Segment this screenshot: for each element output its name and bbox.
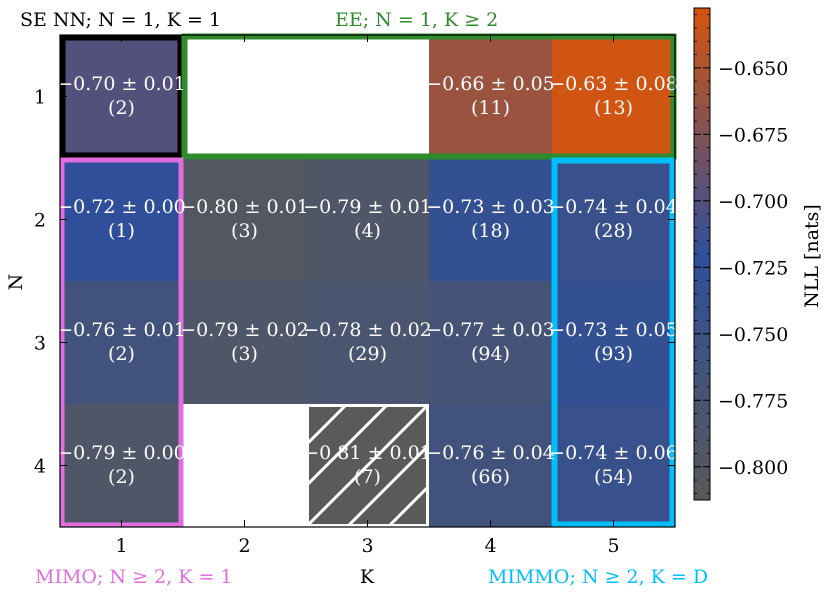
cell-value-label: −0.70 ± 0.01 <box>57 73 186 95</box>
cell-count-label: (2) <box>108 466 135 488</box>
cell-count-label: (2) <box>108 97 135 119</box>
cell-labels-layer: −0.70 ± 0.01(2)−0.66 ± 0.05(11)−0.63 ± 0… <box>57 73 678 488</box>
colorbar-tick-label: −0.725 <box>718 257 788 279</box>
x-tick-label: 2 <box>238 535 250 557</box>
cell-value-label: −0.79 ± 0.02 <box>180 319 309 341</box>
colorbar-tick-label: −0.650 <box>718 58 788 80</box>
cell-value-label: −0.76 ± 0.01 <box>57 319 186 341</box>
heatmap-cell-n3-k2 <box>183 281 306 404</box>
cell-count-label: (66) <box>471 466 510 488</box>
heatmap-cell-n1-k1 <box>60 35 183 158</box>
colorbar-tick-label: −0.800 <box>718 457 788 479</box>
cell-value-label: −0.79 ± 0.00 <box>57 442 186 464</box>
cell-value-label: −0.78 ± 0.02 <box>303 319 432 341</box>
cell-value-label: −0.79 ± 0.01 <box>303 196 432 218</box>
cell-value-label: −0.80 ± 0.01 <box>180 196 309 218</box>
cell-value-label: −0.81 ± 0.01 <box>303 442 432 464</box>
cell-count-label: (28) <box>594 220 633 242</box>
heatmap-cell-n3-k5 <box>552 281 675 404</box>
cell-count-label: (29) <box>348 343 387 365</box>
y-tick-label: 4 <box>34 456 46 478</box>
y-tick-label: 3 <box>34 333 46 355</box>
y-tick-label: 1 <box>34 87 46 109</box>
heatmap-cell-n1-k5 <box>552 35 675 158</box>
heatmap-cell-n2-k5 <box>552 158 675 281</box>
cell-value-label: −0.73 ± 0.05 <box>549 319 678 341</box>
mimmo-label: MIMMO; N ≥ 2, K = D <box>488 566 708 588</box>
cell-count-label: (13) <box>594 97 633 119</box>
colorbar-tick-label: −0.750 <box>718 324 788 346</box>
cell-value-label: −0.76 ± 0.04 <box>426 442 555 464</box>
colorbar-tick-label: −0.700 <box>718 191 788 213</box>
cell-value-label: −0.74 ± 0.06 <box>549 442 678 464</box>
cell-value-label: −0.74 ± 0.04 <box>549 196 678 218</box>
cell-count-label: (4) <box>354 220 381 242</box>
y-tick-label: 2 <box>34 210 46 232</box>
colorbar-label: NLL [nats] <box>801 204 823 308</box>
cell-count-label: (1) <box>108 220 135 242</box>
heatmap-cell-n3-k4 <box>429 281 552 404</box>
colorbar: −0.650 −0.675 −0.700 −0.725 −0.750 −0.775 −0.8… <box>693 7 788 501</box>
heatmap-cell-n2-k3 <box>306 158 429 281</box>
mimo-label: MIMO; N ≥ 2, K = 1 <box>35 566 233 588</box>
heatmap-cell-n4-k4 <box>429 404 552 527</box>
cells-layer <box>60 35 675 527</box>
se-nn-label: SE NN; N = 1, K = 1 <box>20 9 221 31</box>
colorbar-tick-label: −0.675 <box>718 124 788 146</box>
heatmap-cell-n3-k1 <box>60 281 183 404</box>
cell-count-label: (11) <box>471 97 510 119</box>
x-tick-label: 4 <box>484 535 496 557</box>
cell-value-label: −0.73 ± 0.03 <box>426 196 555 218</box>
heatmap-cell-n2-k4 <box>429 158 552 281</box>
y-axis-label: N <box>5 274 27 291</box>
x-tick-label: 1 <box>115 535 127 557</box>
heatmap-cell-n2-k1 <box>60 158 183 281</box>
x-tick-label: 3 <box>361 535 373 557</box>
cell-count-label: (94) <box>471 343 510 365</box>
cell-count-label: (3) <box>231 220 258 242</box>
heatmap-cell-n2-k2 <box>183 158 306 281</box>
axis-ticks-layer: 1 2 3 4 5 1 2 3 4 <box>34 35 675 557</box>
cell-value-label: −0.77 ± 0.03 <box>426 319 555 341</box>
ee-label: EE; N = 1, K ≥ 2 <box>335 9 498 31</box>
x-axis-label: K <box>360 566 375 588</box>
cell-value-label: −0.72 ± 0.00 <box>57 196 186 218</box>
cell-count-label: (3) <box>231 343 258 365</box>
cell-count-label: (93) <box>594 343 633 365</box>
cell-count-label: (54) <box>594 466 633 488</box>
cell-count-label: (2) <box>108 343 135 365</box>
cell-value-label: −0.66 ± 0.05 <box>426 73 555 95</box>
heatmap-cell-n1-k4 <box>429 35 552 158</box>
cell-count-label: (18) <box>471 220 510 242</box>
cell-value-label: −0.63 ± 0.08 <box>549 73 678 95</box>
colorbar-tick-label: −0.775 <box>718 390 788 412</box>
cell-count-label: (7) <box>354 466 381 488</box>
heatmap-cell-n3-k3 <box>306 281 429 404</box>
heatmap-cell-n4-k5 <box>552 404 675 527</box>
heatmap-cell-n4-k1 <box>60 404 183 527</box>
x-tick-label: 5 <box>607 535 619 557</box>
